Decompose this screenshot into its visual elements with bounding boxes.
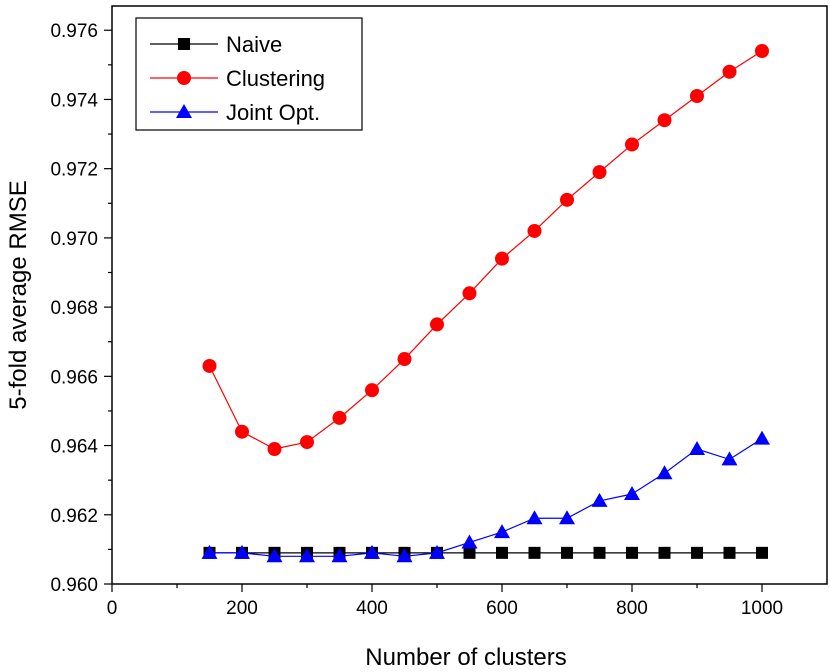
data-point xyxy=(332,410,347,425)
y-tick-label: 0.962 xyxy=(50,506,98,527)
plot-frame xyxy=(111,5,828,585)
data-point xyxy=(495,251,509,266)
data-point xyxy=(656,465,673,480)
data-point xyxy=(624,486,640,501)
x-tick-label: 400 xyxy=(356,598,388,619)
legend-item: Naive xyxy=(150,32,282,57)
y-axis: 0.960 0.962 0.964 0.966 0.968 0.970 0.972 0.974… xyxy=(50,21,112,596)
data-point xyxy=(494,524,510,539)
data-point xyxy=(266,548,283,563)
y-tick-label: 0.968 xyxy=(50,298,98,319)
data-point xyxy=(299,548,315,563)
x-tick-label: 200 xyxy=(226,598,258,619)
x-axis-title: Number of clusters xyxy=(365,644,566,671)
y-tick-label: 0.976 xyxy=(50,21,98,42)
data-point xyxy=(235,424,249,439)
data-point xyxy=(396,548,413,563)
data-point xyxy=(593,546,606,559)
data-point xyxy=(267,442,282,457)
data-point xyxy=(626,546,638,559)
data-point xyxy=(561,546,573,559)
x-axis: 0 200 400 600 800 1000 xyxy=(107,584,783,619)
series-naive xyxy=(203,546,768,559)
data-point xyxy=(754,430,770,445)
data-point xyxy=(592,165,607,180)
data-point xyxy=(462,286,477,301)
legend: Naive Clustering Joint Opt. xyxy=(135,17,363,131)
data-point xyxy=(331,548,348,563)
data-point xyxy=(591,492,608,507)
legend-marker xyxy=(178,38,190,50)
data-point xyxy=(430,317,444,332)
y-tick-label: 0.964 xyxy=(50,437,98,458)
data-point xyxy=(397,352,412,367)
data-point xyxy=(691,546,703,559)
data-point xyxy=(201,544,218,559)
data-point xyxy=(690,88,704,103)
data-point xyxy=(689,441,705,456)
data-point xyxy=(625,137,639,152)
data-point xyxy=(234,544,250,559)
legend-label: Clustering xyxy=(226,66,325,91)
series-joint-opt xyxy=(201,430,770,563)
y-axis-title: 5-fold average RMSE xyxy=(5,180,32,409)
y-tick-label: 0.974 xyxy=(50,90,98,111)
data-point xyxy=(300,435,314,450)
y-tick-label: 0.966 xyxy=(50,367,98,388)
data-point xyxy=(527,223,542,238)
x-tick-label: 0 xyxy=(107,598,118,619)
data-point xyxy=(560,192,574,207)
data-point xyxy=(463,546,476,559)
y-tick-label: 0.960 xyxy=(50,575,98,596)
y-tick-label: 0.972 xyxy=(50,160,98,181)
data-point xyxy=(722,64,737,79)
legend-label: Joint Opt. xyxy=(226,100,320,125)
data-point xyxy=(364,544,380,559)
legend-item: Joint Opt. xyxy=(150,100,320,125)
legend-box xyxy=(135,17,363,131)
data-point xyxy=(365,383,379,398)
x-tick-label: 800 xyxy=(616,598,648,619)
legend-marker xyxy=(177,71,191,85)
data-point xyxy=(559,510,575,525)
data-point xyxy=(526,510,543,525)
legend-label: Naive xyxy=(226,32,282,57)
series-line xyxy=(209,438,763,557)
legend-marker xyxy=(176,104,192,118)
data-point xyxy=(461,534,478,549)
y-tick-label: 0.970 xyxy=(50,229,98,250)
data-point xyxy=(756,546,768,559)
x-tick-label: 1000 xyxy=(741,598,783,619)
data-point xyxy=(755,43,769,58)
data-point xyxy=(721,451,738,466)
series-layer xyxy=(201,43,770,563)
data-point xyxy=(202,358,217,373)
data-point xyxy=(429,544,445,559)
data-point xyxy=(657,113,672,128)
data-point xyxy=(528,546,541,559)
data-point xyxy=(658,546,671,559)
data-point xyxy=(723,546,736,559)
legend-item: Clustering xyxy=(150,66,325,91)
x-tick-label: 600 xyxy=(486,598,518,619)
data-point xyxy=(496,546,508,559)
series-clustering xyxy=(202,43,769,457)
